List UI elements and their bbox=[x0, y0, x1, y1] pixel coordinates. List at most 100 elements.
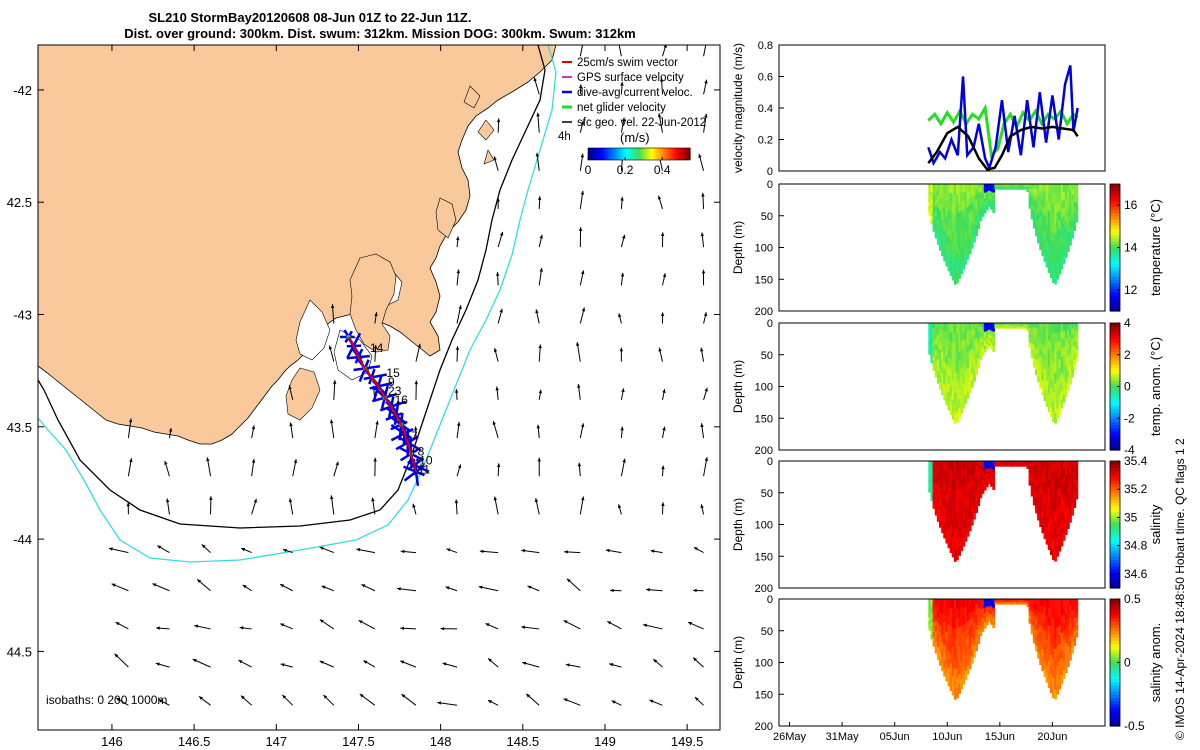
section-cell bbox=[979, 341, 983, 346]
section-cell bbox=[985, 323, 989, 327]
section-cell bbox=[1041, 380, 1045, 389]
section-cell bbox=[953, 551, 957, 562]
section-cell bbox=[1030, 464, 1034, 469]
section-colorbar-cell bbox=[1110, 272, 1120, 277]
section-cell bbox=[943, 645, 946, 654]
section-cell bbox=[1043, 645, 1047, 654]
section-cell bbox=[1066, 190, 1070, 199]
section-cell bbox=[983, 487, 987, 491]
maria-island bbox=[435, 197, 457, 239]
section-cell bbox=[943, 230, 946, 239]
section-cell bbox=[936, 347, 940, 354]
section-cell bbox=[1032, 629, 1036, 635]
section-cell bbox=[962, 399, 966, 409]
section-cell bbox=[1032, 620, 1036, 626]
section-colorbar-cell bbox=[1110, 578, 1120, 583]
section-colorbar-cell bbox=[1110, 206, 1120, 210]
section-cell bbox=[934, 205, 938, 212]
section-cell bbox=[1064, 613, 1068, 622]
section-cell bbox=[1075, 323, 1079, 328]
section-cell bbox=[1054, 382, 1057, 394]
section-cell bbox=[930, 492, 934, 498]
section-cell bbox=[1058, 514, 1062, 525]
section-cell bbox=[1058, 219, 1062, 230]
dive-avg-vector bbox=[395, 441, 409, 451]
section-cell bbox=[1034, 599, 1038, 605]
current-arrow-head bbox=[129, 458, 133, 463]
section-cell bbox=[1066, 349, 1070, 358]
section-cell bbox=[1060, 624, 1064, 634]
section-cell bbox=[1037, 461, 1040, 468]
map-colorbar-cell bbox=[596, 148, 599, 160]
section-cell bbox=[970, 374, 974, 382]
section-cell bbox=[938, 618, 942, 627]
section-cell bbox=[1060, 537, 1064, 547]
section-cell bbox=[1020, 465, 1023, 467]
current-arrow-head bbox=[454, 499, 459, 504]
current-arrow-head bbox=[415, 457, 420, 461]
section-cell bbox=[1054, 688, 1057, 700]
section-cell bbox=[958, 646, 961, 657]
section-cell bbox=[1026, 463, 1030, 465]
section-cell bbox=[1064, 606, 1068, 615]
section-cell bbox=[970, 228, 974, 236]
section-colorbar-tick-label: 4 bbox=[1124, 316, 1131, 330]
section-cell bbox=[953, 639, 957, 650]
section-cell bbox=[932, 622, 936, 628]
section-cell bbox=[1032, 197, 1036, 203]
section-cell bbox=[1032, 616, 1036, 622]
section-cell bbox=[962, 226, 966, 236]
section-cell bbox=[945, 493, 949, 503]
section-y-label: Depth (m) bbox=[731, 360, 745, 413]
section-cell bbox=[1066, 244, 1070, 253]
section-cell bbox=[970, 222, 974, 230]
section-colorbar-cell bbox=[1110, 386, 1120, 391]
section-cell bbox=[990, 186, 993, 190]
section-cell bbox=[988, 603, 991, 607]
section-cell bbox=[962, 192, 966, 202]
section-cell bbox=[985, 606, 989, 610]
section-cell bbox=[973, 369, 976, 376]
section-cell bbox=[928, 329, 932, 333]
section-cell bbox=[1047, 210, 1051, 220]
section-cell bbox=[1066, 474, 1070, 482]
section-cell bbox=[1049, 608, 1053, 619]
section-cell bbox=[966, 528, 970, 537]
section-cell bbox=[1056, 527, 1060, 538]
section-cell bbox=[985, 617, 989, 621]
section-cell bbox=[938, 382, 942, 390]
section-cell bbox=[945, 510, 949, 519]
section-cell bbox=[1037, 207, 1040, 215]
section-cell bbox=[1026, 328, 1030, 331]
section-cell bbox=[977, 224, 981, 230]
section-cell bbox=[970, 461, 974, 468]
section-cell bbox=[990, 333, 993, 337]
dive-avg-vector bbox=[376, 375, 383, 387]
section-colorbar-cell bbox=[1110, 665, 1120, 670]
section-cell bbox=[956, 648, 959, 659]
section-cell bbox=[983, 475, 987, 479]
section-cell bbox=[1060, 184, 1064, 194]
section-cell bbox=[1069, 641, 1072, 649]
section-cell bbox=[1062, 215, 1066, 225]
section-cell bbox=[1039, 197, 1042, 205]
section-cell bbox=[1066, 508, 1070, 516]
section-cell bbox=[968, 246, 972, 255]
section-cell bbox=[960, 514, 964, 525]
section-cell bbox=[1009, 465, 1013, 467]
section-colorbar-cell bbox=[1110, 424, 1120, 429]
section-cell bbox=[962, 615, 966, 626]
section-cell bbox=[970, 190, 974, 198]
section-cell bbox=[932, 356, 936, 362]
section-cell bbox=[1047, 599, 1051, 609]
section-cell bbox=[928, 208, 932, 213]
section-cell bbox=[981, 470, 985, 475]
section-cell bbox=[936, 515, 940, 522]
section-cell bbox=[960, 505, 964, 516]
section-cell bbox=[947, 253, 951, 263]
section-cell bbox=[962, 365, 966, 375]
current-arrow-head bbox=[330, 304, 335, 308]
section-cell bbox=[958, 627, 961, 638]
section-cell bbox=[981, 624, 985, 629]
section-cell bbox=[960, 367, 964, 378]
